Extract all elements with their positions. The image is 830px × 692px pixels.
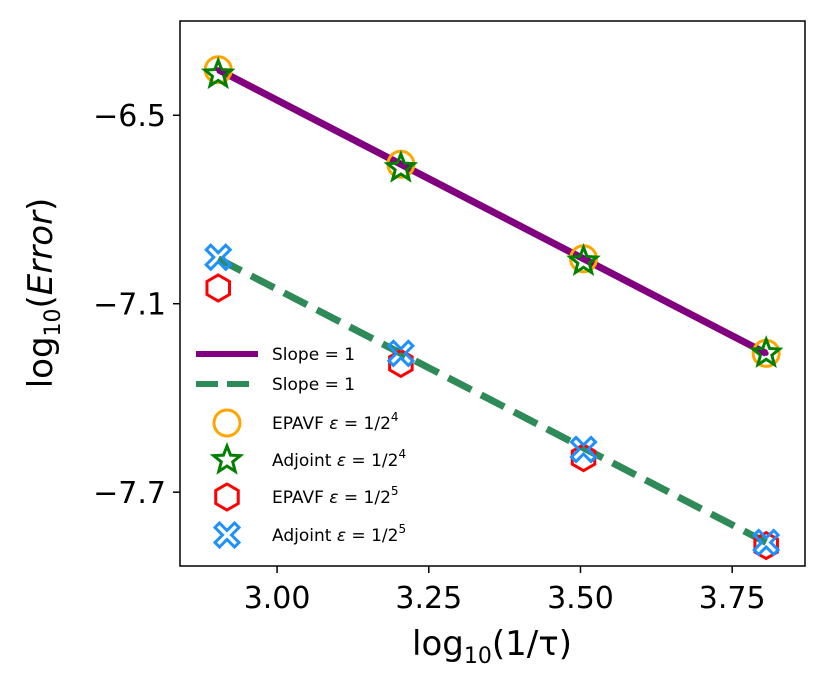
x-tick-label: 3.25	[395, 581, 462, 616]
epavf-2-5-point	[388, 348, 414, 379]
slope-solid-vertex	[398, 161, 404, 167]
x-axis-label: log10(1/τ)	[412, 624, 572, 669]
legend: Slope = 1 Slope = 1 EPAVF ε = 1/24 Adjoint …	[196, 345, 406, 550]
y-axis-label: log10(Error)	[21, 198, 66, 389]
slope-solid-vertex	[763, 350, 769, 356]
legend-swatch-marker	[212, 408, 242, 438]
y-tick-label: −7.7	[93, 476, 166, 511]
adjoint-2-5-point	[752, 528, 781, 557]
legend-label: Adjoint ε = 1/24	[272, 447, 406, 471]
epavf-2-5-point	[753, 530, 779, 561]
adjoint-2-4-point	[748, 335, 784, 369]
epavf-2-5-point	[205, 273, 231, 303]
legend-swatch-marker	[209, 441, 245, 475]
slope-solid-line	[216, 66, 768, 357]
x-tick-label: 3.00	[244, 581, 311, 616]
adjoint-2-4-point	[200, 56, 236, 90]
y-tick-label: −6.5	[93, 99, 166, 134]
legend-swatch-marker	[214, 482, 240, 512]
legend-item-adjoint-2-5: Adjoint ε = 1/25	[212, 520, 406, 550]
legend-item-epavf-2-4: EPAVF ε = 1/24	[212, 408, 399, 438]
legend-item-slope-dashed: Slope = 1	[196, 375, 355, 395]
legend-label: EPAVF ε = 1/25	[272, 484, 399, 508]
adjoint-2-4-point	[383, 149, 419, 183]
legend-item-adjoint-2-4: Adjoint ε = 1/24	[209, 441, 406, 475]
slope-dashed-line	[216, 255, 768, 546]
plot-layer	[200, 55, 784, 561]
legend-swatch-marker	[212, 520, 242, 550]
slope-solid-vertex	[215, 67, 221, 73]
legend-label: Slope = 1	[272, 375, 355, 395]
adjoint-2-5-point	[569, 435, 598, 464]
ticks-layer: 3.00 3.25 3.50 3.75 −6.5 −7.1 −7.7	[93, 99, 765, 616]
epavf-2-5-point	[570, 442, 597, 473]
legend-label: Adjoint ε = 1/25	[272, 522, 406, 546]
adjoint-2-5-point	[386, 339, 415, 368]
adjoint-2-5-point	[204, 243, 233, 272]
legend-label: EPAVF ε = 1/24	[272, 410, 399, 434]
plot-frame	[179, 20, 806, 567]
adjoint-2-4-point	[566, 243, 601, 277]
legend-item-epavf-2-5: EPAVF ε = 1/25	[214, 482, 399, 512]
legend-label: Slope = 1	[272, 345, 355, 365]
legend-item-slope-solid: Slope = 1	[196, 345, 355, 365]
y-tick-label: −7.1	[93, 288, 166, 323]
slope-solid-vertex	[581, 256, 587, 262]
x-tick-label: 3.75	[699, 581, 766, 616]
x-tick-label: 3.50	[547, 581, 614, 616]
